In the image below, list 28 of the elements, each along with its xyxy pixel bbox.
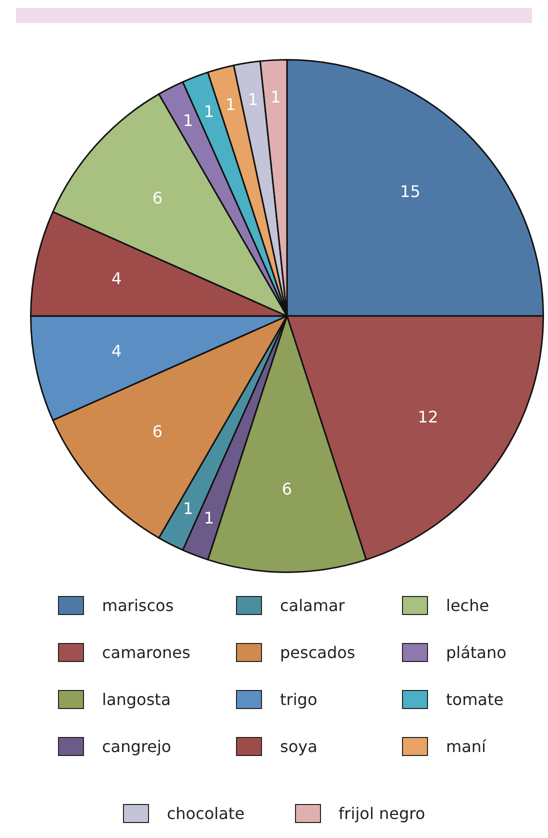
legend-label: cangrejo	[102, 736, 172, 756]
data-label: 1	[204, 102, 214, 121]
legend-label: camarones	[102, 642, 190, 662]
data-label: 1	[183, 111, 194, 130]
legend-label: pescados	[280, 642, 356, 662]
data-label: 15	[400, 182, 420, 201]
legend-label: leche	[446, 596, 490, 614]
legend-label: frijol negro	[338, 804, 426, 822]
legend-label: trigo	[280, 690, 318, 708]
legend-label: soya	[280, 736, 318, 756]
data-label: 6	[152, 188, 163, 208]
legend-label: mariscos	[102, 596, 174, 614]
data-label: 6	[282, 479, 292, 498]
legend-label: plátano	[446, 642, 506, 662]
data-label: 1	[204, 508, 214, 528]
data-label: 4	[111, 268, 122, 288]
legend-label: langosta	[102, 690, 171, 708]
data-label: 1	[270, 88, 281, 107]
legend-label: maní	[446, 736, 486, 756]
data-label: 1	[248, 90, 258, 110]
data-label: 1	[183, 499, 194, 518]
data-label: 6	[152, 422, 163, 441]
legend-label: chocolate	[166, 804, 245, 822]
data-label: 12	[418, 408, 438, 427]
legend-label: calamar	[280, 596, 345, 614]
legend-label: tomate	[446, 690, 504, 708]
data-label: 4	[111, 341, 122, 360]
data-label: 1	[226, 94, 236, 114]
